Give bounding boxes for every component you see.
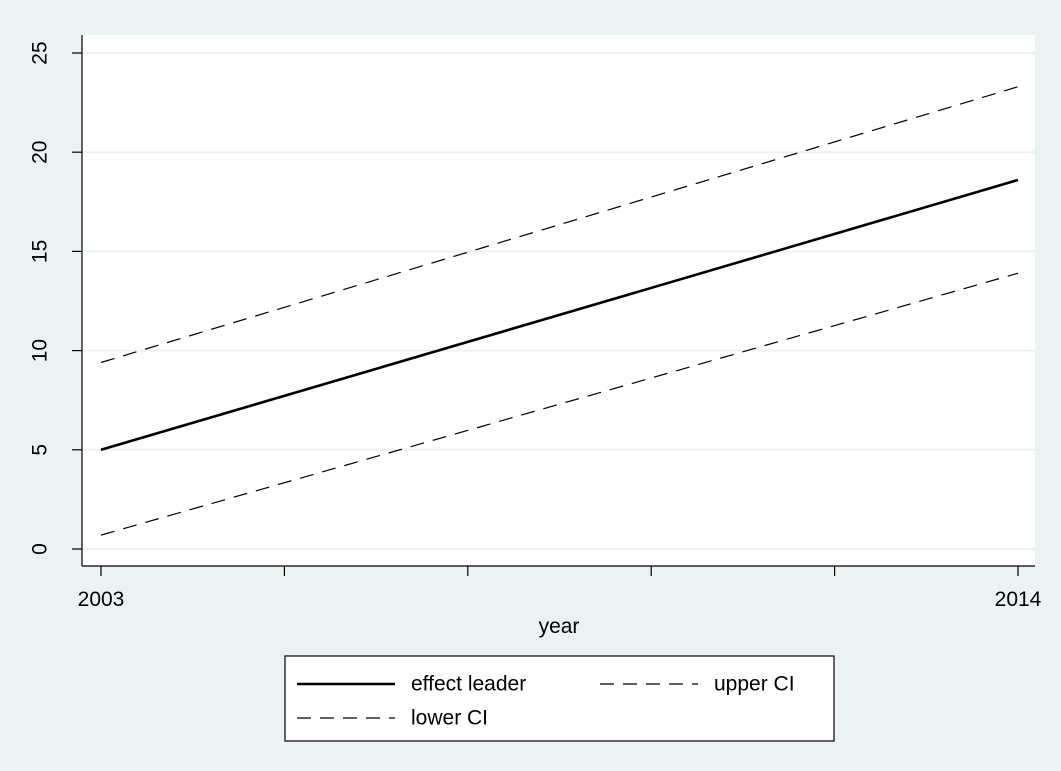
- legend-box: [284, 655, 835, 742]
- series-line-lower-ci: [100, 272, 1019, 536]
- legend-label: effect leader: [411, 673, 526, 696]
- y-tick-label: 10: [29, 339, 52, 362]
- y-tick-label: 20: [29, 141, 52, 164]
- gridlines: [82, 52, 1035, 550]
- legend-label: upper CI: [714, 673, 795, 696]
- plot-area: [82, 35, 1035, 566]
- x-tick-label: 2003: [78, 588, 125, 611]
- y-tick-label: 25: [29, 41, 52, 64]
- x-axis-title: year: [539, 615, 580, 638]
- y-tick-label: 0: [29, 543, 52, 555]
- legend: effect leader upper CI lower CI: [284, 655, 835, 742]
- x-tick-label: 2014: [995, 588, 1042, 611]
- y-tick-label: 5: [29, 444, 52, 456]
- axes: 0 5 10 15 20 25 2003 2014: [29, 35, 1042, 611]
- y-tick-label: 15: [29, 240, 52, 263]
- series-lines: [100, 86, 1019, 536]
- series-line-effect-leader: [100, 178, 1019, 452]
- legend-label: lower CI: [411, 707, 488, 730]
